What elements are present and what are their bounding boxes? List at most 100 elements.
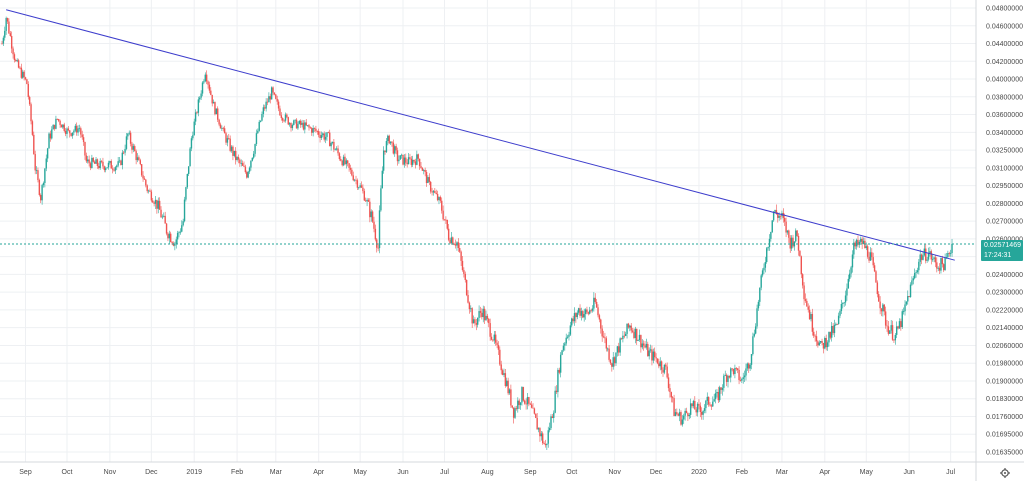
candle-body bbox=[276, 98, 278, 102]
candle-body bbox=[264, 107, 266, 109]
candle-body bbox=[75, 125, 78, 133]
candle-body bbox=[716, 391, 718, 394]
candle-body bbox=[424, 170, 426, 173]
candle-body bbox=[699, 405, 702, 413]
candle-body bbox=[295, 119, 298, 129]
candle-body bbox=[26, 79, 28, 85]
candle-body bbox=[824, 337, 826, 349]
candle-body bbox=[539, 428, 541, 437]
candle-body bbox=[84, 142, 86, 156]
candle-body bbox=[616, 346, 619, 353]
candle-body bbox=[806, 300, 808, 307]
candle-body bbox=[284, 114, 287, 121]
candle-body bbox=[294, 119, 296, 121]
candle-body bbox=[785, 221, 787, 233]
candle-body bbox=[897, 326, 899, 329]
candle-body bbox=[601, 328, 603, 337]
candle-body bbox=[189, 148, 191, 167]
candle-body bbox=[135, 151, 137, 161]
candle-body bbox=[550, 416, 552, 429]
candle-body bbox=[831, 325, 833, 338]
candle-body bbox=[611, 363, 613, 367]
candle-body bbox=[136, 157, 139, 161]
candle-body bbox=[74, 125, 76, 131]
candle-body bbox=[660, 361, 663, 370]
candle-body bbox=[593, 297, 595, 309]
candle-body bbox=[13, 54, 16, 60]
candle-body bbox=[44, 168, 46, 183]
candle-body bbox=[91, 157, 93, 168]
candle-body bbox=[511, 405, 513, 408]
candle-body bbox=[832, 325, 834, 334]
candle-body bbox=[767, 246, 769, 249]
candle-body bbox=[573, 313, 576, 322]
x-tick-label: Jun bbox=[904, 469, 915, 476]
candle-body bbox=[754, 326, 757, 334]
candle-body bbox=[768, 238, 771, 247]
candle-body bbox=[510, 389, 512, 406]
candle-body bbox=[669, 388, 671, 393]
candle-body bbox=[22, 71, 24, 78]
candle-body bbox=[642, 343, 645, 346]
candle-body bbox=[55, 118, 57, 129]
candle-body bbox=[63, 124, 65, 131]
candle-body bbox=[916, 270, 919, 273]
x-tick-label: May bbox=[354, 469, 368, 476]
candle-body bbox=[449, 239, 451, 244]
trendline-group bbox=[6, 9, 955, 261]
candle-body bbox=[689, 403, 692, 415]
candle-body bbox=[507, 380, 509, 394]
candle-body bbox=[241, 163, 244, 166]
candle-body bbox=[66, 128, 68, 134]
candle-body bbox=[429, 181, 432, 192]
x-tick-label: Feb bbox=[231, 469, 243, 476]
candle-body bbox=[380, 188, 382, 211]
candle-body bbox=[414, 161, 417, 165]
candle-body bbox=[223, 128, 226, 134]
candle-body bbox=[416, 154, 418, 165]
candle-body bbox=[338, 153, 341, 160]
candle-body bbox=[287, 117, 289, 125]
candle-body bbox=[695, 409, 697, 413]
candle-body bbox=[113, 169, 115, 171]
candle-body bbox=[344, 156, 346, 165]
candle-body bbox=[631, 330, 634, 332]
candle-body bbox=[421, 168, 424, 171]
x-tick-label: Dec bbox=[145, 469, 158, 476]
candle-body bbox=[804, 299, 807, 301]
candle-body bbox=[288, 123, 291, 125]
candle-body bbox=[99, 160, 101, 169]
candle-body bbox=[334, 149, 336, 151]
candle-body bbox=[114, 167, 117, 171]
candle-body bbox=[659, 361, 661, 367]
x-tick-label: Mar bbox=[776, 469, 789, 476]
candle-body bbox=[851, 254, 854, 268]
candle-body bbox=[454, 244, 457, 246]
candle-body bbox=[82, 137, 85, 143]
candle-body bbox=[811, 314, 814, 332]
candle-body bbox=[530, 404, 533, 408]
candle-body bbox=[51, 129, 53, 139]
y-tick-label: 0.02700000 bbox=[986, 219, 1023, 226]
candle-body bbox=[515, 408, 518, 409]
candle-body bbox=[499, 349, 501, 365]
candle-body bbox=[894, 334, 897, 341]
candle-body bbox=[778, 215, 780, 218]
candle-body bbox=[528, 397, 530, 404]
gear-icon[interactable] bbox=[1000, 468, 1010, 478]
candle-body bbox=[109, 161, 111, 163]
candle-body bbox=[326, 132, 328, 137]
candle-body bbox=[904, 304, 906, 312]
candle-body bbox=[501, 370, 504, 375]
candle-body bbox=[842, 303, 844, 304]
candle-body bbox=[168, 233, 171, 239]
candle-body bbox=[428, 177, 431, 182]
y-tick-label: 0.01760000 bbox=[986, 414, 1023, 421]
candle-body bbox=[116, 165, 118, 168]
candle-body bbox=[182, 221, 184, 226]
trendline[interactable] bbox=[6, 9, 955, 261]
candle-body bbox=[481, 312, 483, 318]
candle-body bbox=[233, 150, 236, 156]
